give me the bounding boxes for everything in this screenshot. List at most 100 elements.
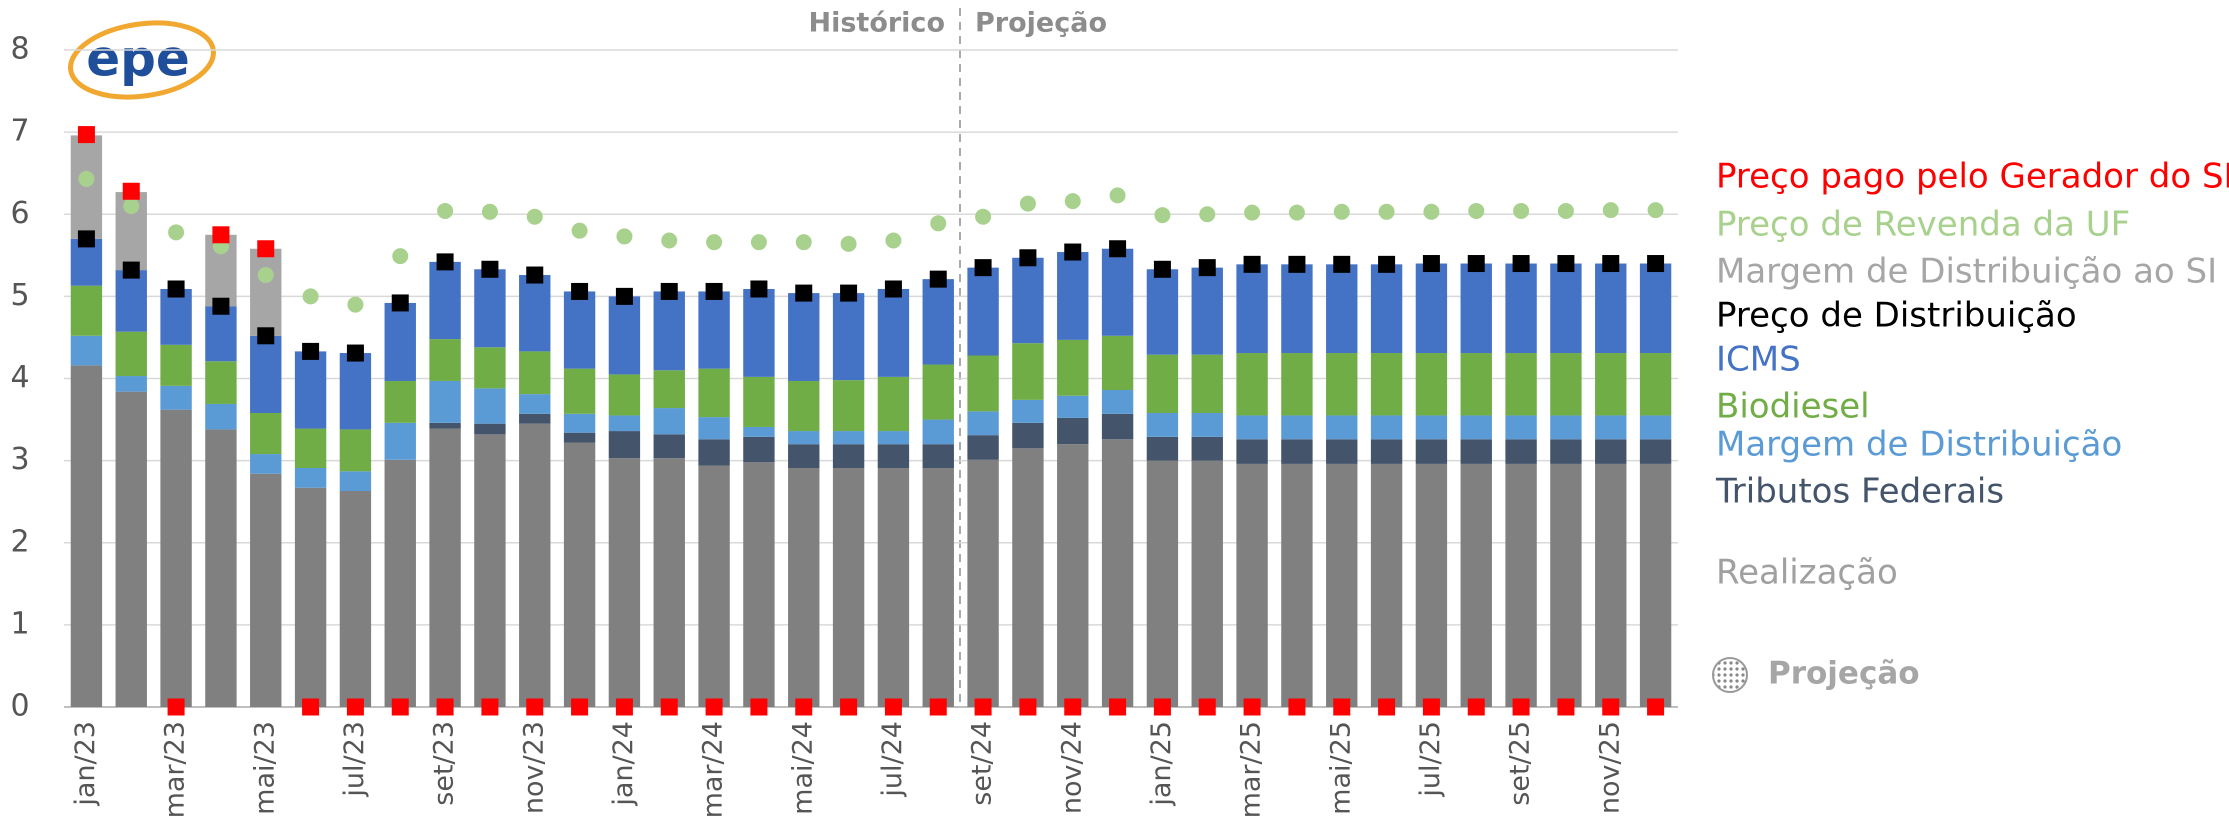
marker xyxy=(929,698,947,716)
bar-segment xyxy=(115,391,147,707)
marker xyxy=(705,282,723,300)
marker xyxy=(1647,202,1664,219)
bar-segment xyxy=(1505,353,1537,416)
legend-entry: Margem de Distribuição xyxy=(1716,425,2122,465)
marker xyxy=(1512,698,1530,716)
marker xyxy=(1602,698,1620,716)
bar-segment xyxy=(967,267,999,356)
bar-segment xyxy=(1326,463,1358,707)
bar-segment xyxy=(698,465,730,707)
marker xyxy=(750,280,768,298)
bar-segment xyxy=(1101,413,1134,440)
bar-segment xyxy=(743,426,775,437)
marker xyxy=(706,234,723,251)
bar-segment xyxy=(1012,422,1044,449)
bar-segment xyxy=(1326,353,1358,416)
x-tick-label: mar/24 xyxy=(698,721,729,818)
bar-segment xyxy=(1460,439,1492,464)
x-tick-label: nov/23 xyxy=(518,721,549,814)
marker xyxy=(705,698,723,716)
bar-segment xyxy=(429,380,461,423)
y-tick-label: 1 xyxy=(10,606,29,641)
marker xyxy=(436,698,454,716)
legend-entry: Preço pago pelo Gerador do SI xyxy=(1716,157,2229,197)
bar-segment xyxy=(1146,354,1179,413)
bar-segment xyxy=(698,368,730,418)
marker xyxy=(571,282,589,300)
marker xyxy=(1333,698,1351,716)
annotation: Histórico xyxy=(808,8,945,39)
bar-segment xyxy=(339,471,372,492)
bar-segment xyxy=(294,428,327,469)
marker xyxy=(1198,259,1216,277)
marker xyxy=(1243,255,1261,273)
y-tick-label: 2 xyxy=(10,524,29,559)
bar-segment xyxy=(743,462,775,707)
bar-segment xyxy=(1550,463,1582,707)
marker xyxy=(257,267,274,284)
bar-segment xyxy=(384,380,416,423)
bar-segment xyxy=(922,279,954,365)
bar-segment xyxy=(608,296,641,375)
marker xyxy=(1557,202,1574,219)
bar-segment xyxy=(608,415,641,432)
marker xyxy=(391,294,409,312)
legend-entry: Margem de Distribuição ao SI xyxy=(1716,252,2217,292)
bar-segment xyxy=(1281,415,1313,440)
bar-segment xyxy=(788,468,820,707)
bar-segment xyxy=(1505,263,1537,354)
marker xyxy=(571,222,588,239)
marker xyxy=(1153,698,1171,716)
bar-segment xyxy=(250,412,282,455)
x-tick-label: mar/25 xyxy=(1236,721,1267,818)
bar-segment xyxy=(653,458,685,707)
bar-segment xyxy=(519,413,551,424)
bar-segment xyxy=(1550,263,1582,354)
bar-segment xyxy=(1505,439,1537,464)
y-tick-label: 4 xyxy=(10,360,29,395)
bar-segment xyxy=(474,347,506,389)
marker xyxy=(167,280,185,298)
bar-segment xyxy=(205,361,237,404)
marker xyxy=(795,234,812,251)
bar-segment xyxy=(160,409,192,707)
marker xyxy=(302,342,320,360)
marker xyxy=(526,698,544,716)
marker xyxy=(1647,255,1665,273)
x-tick-label: jan/23 xyxy=(70,721,101,807)
bar-segment xyxy=(563,291,596,369)
bar-segment xyxy=(70,365,103,707)
marker xyxy=(1333,255,1351,273)
bar-segment xyxy=(1191,412,1223,437)
bar-segment xyxy=(877,288,910,377)
bar-segment xyxy=(1191,267,1223,355)
marker xyxy=(1109,240,1127,258)
marker xyxy=(885,232,902,249)
marker xyxy=(1647,698,1665,716)
bar-segment xyxy=(339,353,372,430)
bar-segment xyxy=(1460,263,1492,354)
bar-segment xyxy=(1012,448,1044,707)
bar-segment xyxy=(519,423,551,707)
marker xyxy=(1557,255,1575,273)
marker xyxy=(1378,698,1396,716)
bar-segment xyxy=(608,374,641,416)
marker xyxy=(302,288,319,305)
x-tick-label: jul/24 xyxy=(877,721,908,798)
y-tick-label: 3 xyxy=(10,442,29,477)
marker xyxy=(660,698,678,716)
bar-segment xyxy=(339,491,372,707)
legend-entry: Preço de Revenda da UF xyxy=(1716,205,2130,245)
marker xyxy=(750,234,767,251)
marker xyxy=(571,698,589,716)
bar-segment xyxy=(160,385,192,410)
bar-segment xyxy=(1326,264,1358,354)
bar-segment xyxy=(1639,439,1672,464)
x-tick-label: set/24 xyxy=(967,721,998,806)
marker xyxy=(346,344,364,362)
bar-segment xyxy=(384,302,416,381)
marker xyxy=(1244,204,1261,221)
bar-segment xyxy=(429,422,461,429)
bar-segment xyxy=(1012,399,1044,423)
